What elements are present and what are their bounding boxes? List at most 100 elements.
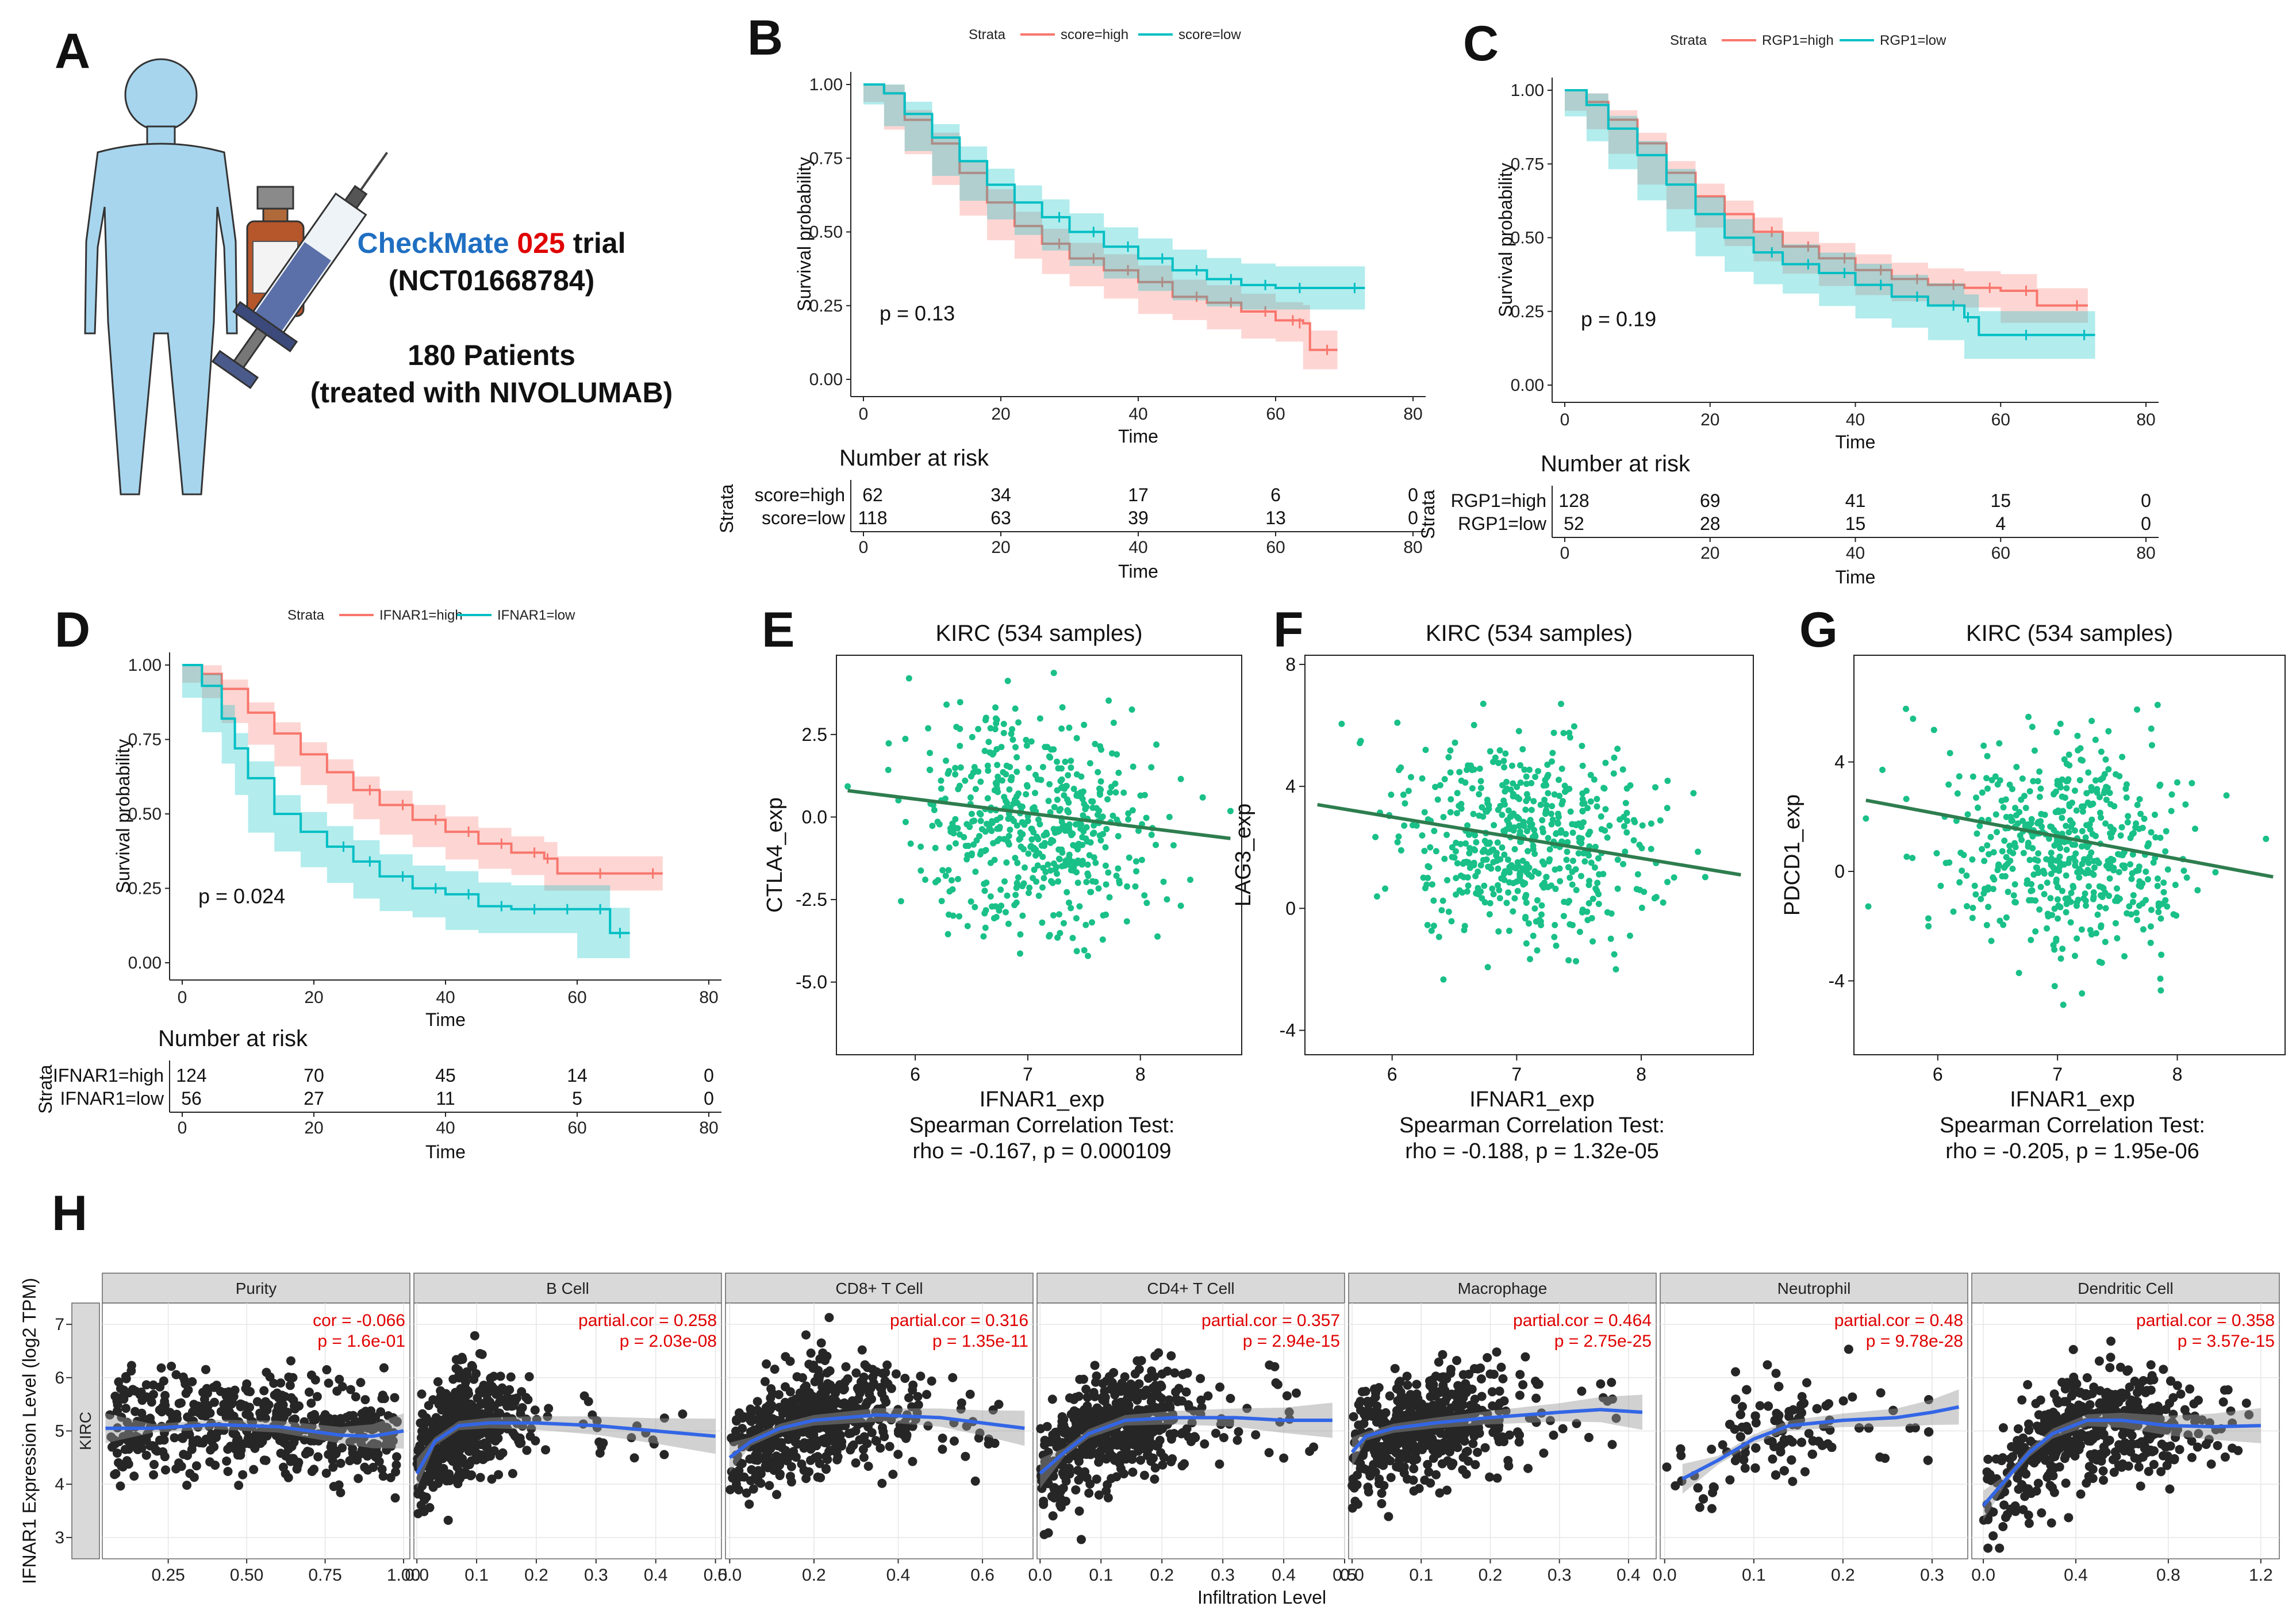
infiltration-point — [1043, 1528, 1053, 1538]
panel-h-label: H — [52, 1186, 87, 1241]
scatter-point — [1470, 846, 1477, 853]
scatter-point — [2092, 736, 2099, 743]
scatter-point — [1078, 861, 1085, 868]
scatter-point — [2118, 824, 2125, 831]
x-tick-label: 0.3 — [1548, 1566, 1572, 1585]
correlation-pvalue: p = 2.03e-08 — [620, 1332, 717, 1351]
infiltration-point — [1074, 1475, 1084, 1485]
risk-low-label: RGP1=low — [1458, 513, 1547, 534]
scatter-point — [2030, 778, 2037, 785]
legend-low-label: IFNAR1=low — [497, 608, 575, 623]
infiltration-point — [269, 1427, 279, 1437]
scatter-point — [1998, 797, 2005, 804]
scatter-point — [1591, 864, 1598, 871]
scatter-point — [1648, 846, 1654, 852]
scatter-point — [1621, 823, 1627, 829]
scatter-point — [1091, 854, 1097, 861]
scatter-point — [2148, 829, 2155, 836]
scatter-point — [2092, 833, 2099, 840]
infiltration-point — [376, 1407, 386, 1417]
scatter-point — [1591, 776, 1598, 783]
scatter-point — [1038, 777, 1045, 783]
scatter-point — [1081, 721, 1088, 728]
scatter-point — [1438, 907, 1445, 914]
infiltration-point — [379, 1363, 389, 1373]
scatter-point — [1579, 808, 1586, 814]
scatter-point — [2025, 841, 2032, 848]
scatter-point — [977, 811, 984, 818]
scatter-point — [2145, 841, 2152, 848]
scatter-point — [1610, 770, 1617, 777]
scatter-point — [1050, 912, 1057, 919]
scatter-point — [2140, 926, 2147, 933]
scatter-point — [1103, 881, 1109, 888]
infiltration-point — [1718, 1440, 1727, 1450]
infiltration-point — [1772, 1408, 1781, 1418]
infiltration-point — [210, 1461, 220, 1470]
facet-title: Purity — [236, 1279, 277, 1297]
infiltration-point — [495, 1397, 505, 1407]
infiltration-point — [313, 1452, 323, 1462]
infiltration-point — [1282, 1391, 1292, 1401]
risk-high-count: 34 — [990, 485, 1011, 505]
infiltration-point — [222, 1457, 232, 1466]
infiltration-point — [761, 1454, 771, 1463]
scatter-point — [1510, 780, 1516, 787]
infiltration-point — [1171, 1387, 1181, 1397]
scatter-point — [2074, 732, 2081, 739]
scatter-point — [2112, 920, 2119, 927]
scatter-point — [1988, 777, 1995, 783]
scatter-point — [1473, 839, 1480, 846]
scatter-point — [1099, 936, 1106, 943]
y-tick-label: 1.00 — [809, 75, 843, 94]
infiltration-point — [1431, 1388, 1441, 1398]
human-figure-icon — [84, 58, 238, 495]
scatter-point — [1095, 885, 1102, 892]
scatter-point — [1484, 840, 1491, 847]
scatter-point — [1994, 781, 2001, 788]
infiltration-point — [525, 1431, 535, 1441]
scatter-point — [1545, 835, 1552, 841]
infiltration-point — [1211, 1428, 1220, 1438]
scatter-point — [992, 726, 999, 733]
scatter-point — [1088, 919, 1095, 926]
p-value: p = 0.13 — [880, 301, 955, 325]
facet-title: CD4+ T Cell — [1147, 1279, 1234, 1297]
scatter-point — [1005, 815, 1012, 822]
infiltration-point — [1264, 1448, 1274, 1458]
scatter-point — [2136, 796, 2143, 802]
scatter-point — [1519, 745, 1526, 752]
scatter-point — [2094, 857, 2101, 864]
infiltration-point — [629, 1453, 639, 1463]
scatter-point — [1523, 899, 1530, 906]
x-tick-label: 0.4 — [886, 1566, 911, 1585]
scatter-point — [945, 867, 952, 874]
scatter-point — [1578, 840, 1585, 847]
trial-name: CheckMate 025 trial — [358, 227, 626, 259]
facet-strip — [1036, 1273, 1345, 1304]
scatter-point — [1003, 771, 1009, 778]
x-tick-label: 0.1 — [464, 1566, 489, 1585]
infiltration-point — [772, 1490, 782, 1500]
infiltration-point — [583, 1397, 593, 1407]
scatter-point — [1995, 863, 2002, 870]
scatter-point — [1141, 791, 1148, 798]
scatter-point — [2047, 895, 2054, 902]
scatter-point — [2130, 830, 2137, 837]
scatter-point — [1074, 791, 1081, 798]
scatter-point — [1583, 787, 1590, 794]
infiltration-point — [389, 1415, 398, 1424]
scatter-point — [1005, 920, 1012, 927]
infiltration-point — [1270, 1362, 1280, 1371]
scatter-point — [1499, 812, 1506, 818]
scatter-point — [2044, 925, 2051, 932]
infiltration-point — [1187, 1436, 1196, 1446]
infiltration-point — [1461, 1388, 1471, 1397]
scatter-point — [1522, 880, 1529, 887]
scatter-point — [1925, 915, 1932, 922]
infiltration-point — [785, 1471, 795, 1481]
scatter-point — [1999, 848, 2006, 855]
infiltration-point — [1412, 1379, 1422, 1389]
scatter-point — [1084, 861, 1091, 868]
scatter-point — [1937, 882, 1944, 889]
